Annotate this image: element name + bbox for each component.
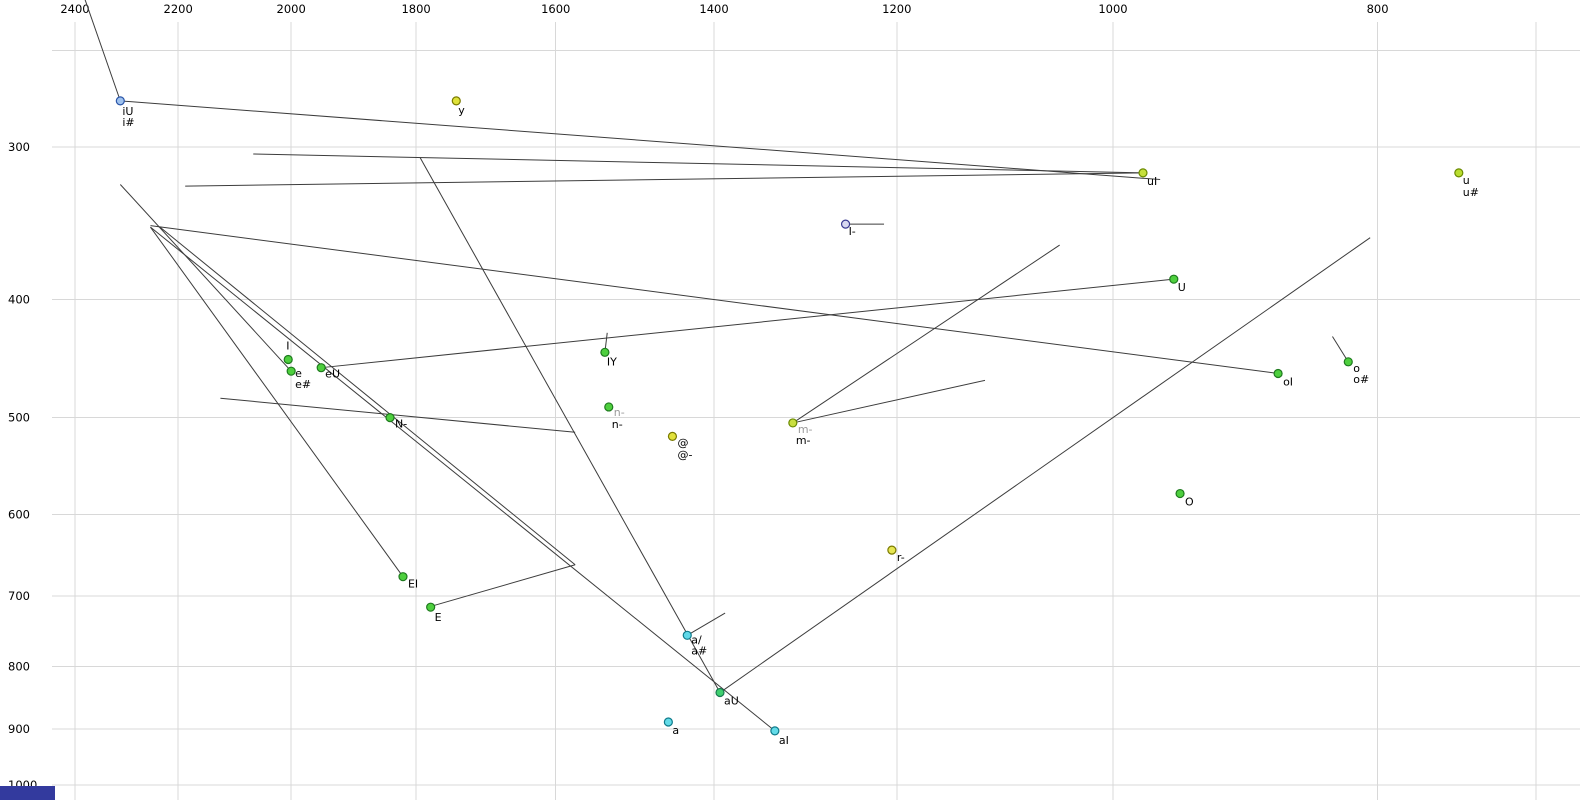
data-point-@[interactable] bbox=[667, 431, 678, 441]
x-tick-label-1400: 1400 bbox=[699, 2, 728, 16]
trajectory-line-10 bbox=[792, 244, 1060, 424]
data-point-a[interactable] bbox=[663, 717, 673, 727]
y-tick-label-800: 800 bbox=[8, 660, 30, 674]
x-tick-label-1200: 1200 bbox=[882, 2, 911, 16]
trajectory-line-1 bbox=[120, 100, 1161, 181]
corner-bar bbox=[0, 786, 55, 800]
data-point-N-[interactable] bbox=[385, 413, 395, 423]
trajectory-line-2 bbox=[253, 153, 1144, 174]
data-point-U[interactable] bbox=[1169, 274, 1179, 284]
trajectory-line-6 bbox=[150, 226, 776, 732]
point-label-m--1: m- bbox=[796, 434, 811, 447]
y-tick-label-600: 600 bbox=[8, 507, 30, 521]
trajectory-line-18 bbox=[686, 612, 726, 636]
y-tick-label-700: 700 bbox=[8, 589, 30, 603]
x-tick-label-1000: 1000 bbox=[1098, 2, 1127, 16]
data-point-I-[interactable] bbox=[840, 219, 851, 229]
data-point-EI[interactable] bbox=[398, 572, 408, 582]
trajectory-line-13 bbox=[150, 225, 1279, 374]
point-label-N-: N- bbox=[395, 418, 407, 431]
point-label-e: e bbox=[295, 367, 302, 380]
data-point-aU[interactable] bbox=[715, 687, 725, 698]
data-point-I[interactable] bbox=[283, 354, 293, 365]
point-label-IY: IY bbox=[607, 355, 617, 368]
trajectory-line-11 bbox=[792, 379, 986, 424]
data-point-aI[interactable] bbox=[770, 726, 780, 736]
data-point-m-[interactable] bbox=[788, 418, 798, 428]
point-label-a/-1: a# bbox=[691, 644, 707, 657]
y-tick-label-900: 900 bbox=[8, 722, 30, 736]
data-point-r-[interactable] bbox=[887, 545, 897, 555]
x-tick-label-1600: 1600 bbox=[541, 2, 570, 16]
trajectory-line-9 bbox=[321, 278, 1174, 369]
data-point-E[interactable] bbox=[426, 602, 436, 612]
point-label-m-: m- bbox=[798, 423, 813, 436]
data-point-O[interactable] bbox=[1175, 488, 1185, 499]
data-point-n-[interactable] bbox=[604, 402, 614, 412]
point-label-o-1: o# bbox=[1353, 373, 1369, 386]
x-tick-label-2200: 2200 bbox=[164, 2, 193, 16]
data-point-eU[interactable] bbox=[316, 363, 326, 373]
trajectory-line-0 bbox=[84, 0, 121, 102]
y-tick-label-500: 500 bbox=[8, 411, 30, 425]
point-label-uI: uI bbox=[1147, 175, 1157, 188]
point-label-U: U bbox=[1178, 281, 1186, 294]
trajectory-line-7 bbox=[159, 226, 576, 566]
trajectory-line-3 bbox=[185, 172, 1144, 187]
y-tick-label-400: 400 bbox=[8, 292, 30, 306]
point-label-oI: oI bbox=[1283, 375, 1293, 388]
point-label-u-1: u# bbox=[1463, 186, 1479, 199]
point-label-iU: iU bbox=[122, 105, 133, 118]
point-label-O: O bbox=[1185, 496, 1194, 509]
point-label-n-: n- bbox=[614, 406, 625, 419]
point-label-o: o bbox=[1353, 362, 1360, 375]
point-label-I: I bbox=[286, 339, 289, 352]
point-label-EI: EI bbox=[408, 578, 418, 591]
trajectory-line-8 bbox=[430, 564, 576, 607]
point-label-a: a bbox=[672, 724, 679, 737]
x-tick-label-800: 800 bbox=[1367, 2, 1389, 16]
trajectory-line-17 bbox=[1332, 336, 1349, 363]
data-point-uI[interactable] bbox=[1138, 168, 1148, 178]
point-label-n--1: n- bbox=[612, 418, 623, 431]
point-label-y: y bbox=[458, 104, 465, 117]
data-point-iU[interactable] bbox=[115, 96, 125, 106]
data-point-IY[interactable] bbox=[600, 347, 610, 357]
point-label-e-1: e# bbox=[295, 378, 311, 391]
data-point-a/[interactable] bbox=[682, 630, 692, 640]
trajectory-line-16 bbox=[220, 397, 576, 433]
trajectory-line-15 bbox=[419, 157, 721, 693]
x-tick-label-2000: 2000 bbox=[277, 2, 306, 16]
trajectory-line-14 bbox=[719, 237, 1371, 693]
point-label-r-: r- bbox=[897, 551, 905, 564]
x-tick-label-1800: 1800 bbox=[401, 2, 430, 16]
trajectory-line-4 bbox=[119, 184, 292, 372]
point-label-E: E bbox=[435, 611, 442, 624]
point-label-@-1: @- bbox=[677, 448, 692, 461]
point-label-aU: aU bbox=[724, 695, 739, 708]
point-label-eU: eU bbox=[325, 368, 340, 381]
data-point-u[interactable] bbox=[1454, 168, 1464, 178]
point-label-aI: aI bbox=[779, 734, 789, 747]
trajectory-line-5 bbox=[150, 226, 404, 577]
y-tick-label-300: 300 bbox=[8, 140, 30, 154]
point-label-iU-1: i# bbox=[122, 116, 134, 129]
point-label-I-: I- bbox=[849, 225, 856, 238]
x-tick-label-2400: 2400 bbox=[60, 2, 89, 16]
data-point-y[interactable] bbox=[451, 96, 461, 106]
data-point-e[interactable] bbox=[286, 366, 296, 376]
data-point-oI[interactable] bbox=[1273, 368, 1283, 379]
point-label-a/: a/ bbox=[691, 633, 702, 646]
point-label-@: @ bbox=[677, 436, 688, 449]
data-point-o[interactable] bbox=[1343, 357, 1353, 367]
point-label-u: u bbox=[1463, 174, 1470, 187]
